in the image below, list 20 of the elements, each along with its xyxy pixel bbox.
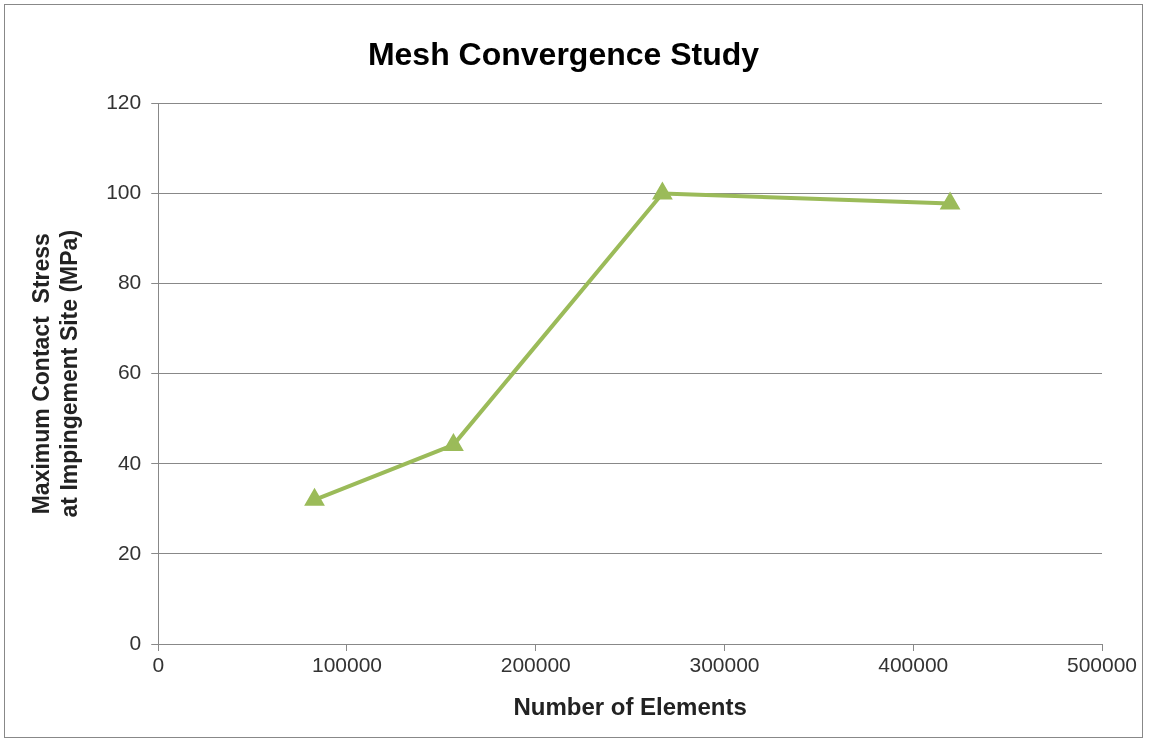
x-tick-label: 200000	[500, 653, 571, 677]
x-tick-label: 300000	[689, 653, 760, 677]
y-tick-label: 40	[117, 450, 142, 474]
point	[653, 183, 672, 200]
point	[941, 193, 959, 210]
y-tick-label: 100	[106, 180, 142, 204]
y-axis-title: Maximum Contact Stress at Impingement Site (MPa)	[28, 229, 82, 518]
y-tick-label: 120	[106, 90, 142, 114]
y-tick-label: 20	[117, 540, 142, 564]
y-tick-label: 0	[129, 630, 142, 654]
y-tick-label: 60	[117, 360, 142, 384]
x-tick-label: 0	[152, 653, 165, 677]
x-axis-title: Number of Elements	[513, 693, 747, 721]
chart-title: Mesh Convergence Study	[367, 36, 760, 73]
point	[444, 434, 463, 451]
x-tick-label: 400000	[878, 653, 949, 677]
y-tick-label: 80	[117, 270, 142, 294]
x-tick-label: 100000	[311, 653, 383, 677]
x-tick-label: 500000	[1066, 653, 1138, 677]
point	[304, 487, 325, 506]
